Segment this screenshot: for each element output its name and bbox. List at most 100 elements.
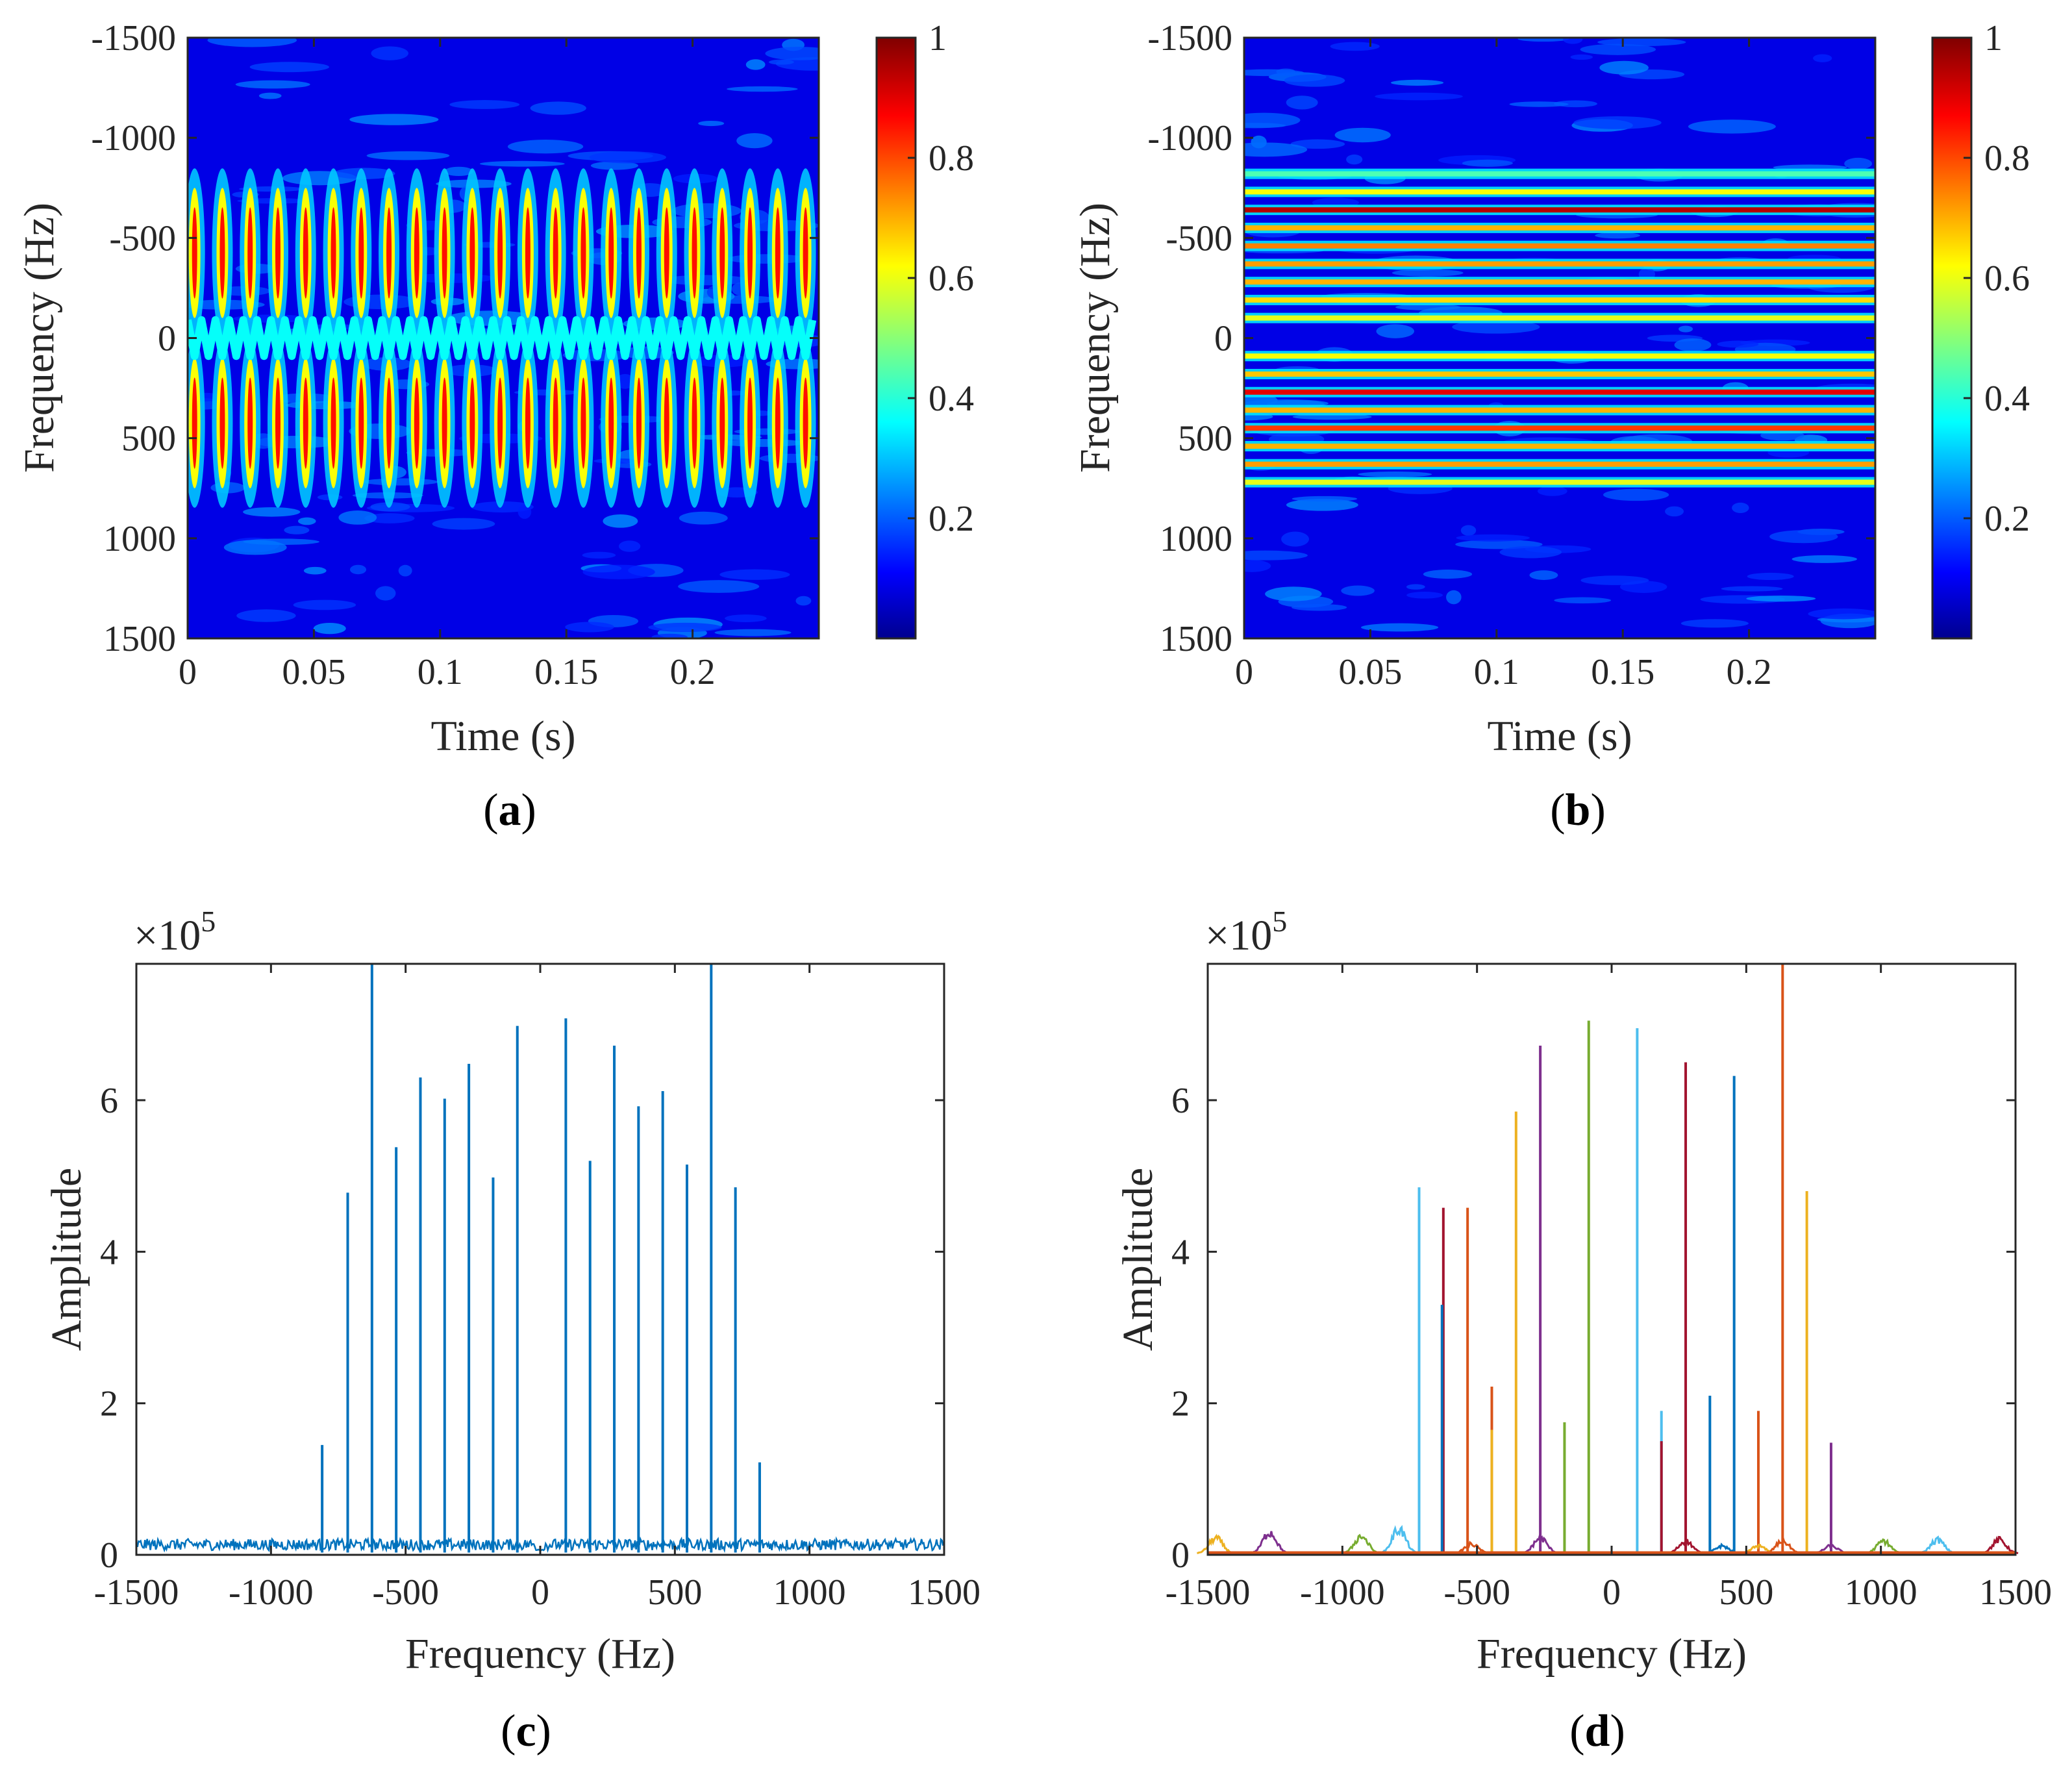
spectrum-hump: [1918, 1535, 1957, 1554]
x-tick-label: 0: [179, 652, 197, 692]
heatmap-stripe-core: [497, 377, 503, 469]
heatmap-noise-blob: [1244, 69, 1304, 77]
heatmap-stripe-core: [692, 207, 697, 299]
heatmap-noise-blob: [1341, 585, 1375, 596]
heatmap-noise-blob: [651, 633, 688, 638]
heatmap-noise-blob: [768, 59, 794, 65]
heatmap-noise-blob: [618, 540, 641, 552]
y-tick-labels-a: -1500 -1000 -500 0 500 1000 1500: [91, 18, 176, 659]
heatmap-noise-blob: [375, 586, 396, 601]
heatmap-noise-blob: [243, 507, 301, 517]
panel-d-spectrum: 0 2 4 6 -1500 -1000 -500 0 500 1000 1500 ×105 Fre…: [1114, 905, 2052, 1756]
heatmap-noise-blob: [603, 514, 638, 528]
heatmap-noise-blob: [1452, 320, 1540, 334]
heatmap-stripe-core: [414, 207, 419, 299]
y-tick-label: 0: [1214, 319, 1232, 359]
heatmap-stripe-core: [608, 207, 614, 299]
heatmap-noise-blob: [1573, 116, 1662, 129]
caption-b: (b): [1550, 785, 1606, 835]
heatmap-noise-blob: [714, 629, 792, 636]
x-tick-label: -1500: [94, 1572, 179, 1613]
heatmap-stripe-core: [636, 207, 642, 299]
y-tick-label: 1000: [103, 519, 176, 559]
heatmap-line: [1244, 297, 1875, 303]
heatmap-noise-blob: [1376, 324, 1414, 338]
heatmap-stripe-core: [358, 207, 364, 299]
heatmap-stripe-core: [386, 207, 392, 299]
y-tick-label: 500: [1178, 419, 1232, 459]
heatmap-noise-blob: [1580, 575, 1649, 585]
heatmap-noise-blob: [1688, 120, 1776, 134]
heatmap-stripe-core: [469, 377, 475, 469]
heatmap-stripe-core: [525, 377, 530, 469]
heatmap-noise-blob: [765, 47, 819, 60]
x-tick-label: -1000: [229, 1572, 314, 1613]
spectrum-hump: [1380, 1524, 1418, 1554]
spectrum-d-lines: [1197, 964, 2019, 1554]
heatmap-noise-blob: [249, 62, 329, 73]
y-tick-label: 1000: [1160, 519, 1232, 559]
heatmap-stripe-core: [303, 377, 308, 469]
x-tick-label: 0.05: [1338, 652, 1402, 692]
heatmap-noise-blob: [1286, 499, 1358, 511]
x-tick-label: 1000: [1845, 1572, 1917, 1613]
heatmap-noise-blob: [1290, 139, 1345, 149]
exponent-power-c: 5: [201, 905, 216, 938]
caption-d: (d): [1569, 1706, 1625, 1756]
spectrum-hump: [1342, 1533, 1380, 1554]
heatmap-noise-blob: [582, 551, 616, 559]
heatmap-line: [1244, 461, 1875, 467]
y-tick-label: 4: [100, 1232, 118, 1272]
heatmap-noise-blob: [1791, 555, 1858, 563]
heatmap-stripe-core: [219, 377, 225, 469]
heatmap-noise-blob: [236, 609, 296, 622]
heatmap-zigzag: [188, 316, 817, 360]
spectrum-hump: [1197, 1533, 1235, 1554]
heatmap-noise-blob: [223, 540, 287, 555]
heatmap-stripe-core: [553, 377, 558, 469]
y-tick-label: 0: [158, 319, 176, 359]
y-tick-label: -1500: [91, 18, 176, 58]
heatmap-stripe-core: [830, 377, 836, 468]
heatmap-noise-blob: [444, 166, 473, 177]
heatmap-noise-blob: [1679, 325, 1693, 333]
x-tick-label: 0: [531, 1572, 549, 1613]
y-tick-label: 2: [1171, 1384, 1190, 1424]
x-tick-label: 0.2: [1727, 652, 1772, 692]
colorbar-b: [1931, 36, 1973, 640]
x-tick-label: -1000: [1300, 1572, 1385, 1613]
heatmap-noise-blob: [590, 161, 638, 170]
heatmap-stripe-core: [803, 207, 808, 299]
heatmap-noise-blob: [1390, 79, 1444, 86]
spectrogram-b-image: [1244, 38, 1875, 638]
heatmap-noise-blob: [1554, 597, 1612, 604]
colorbar-tick-label: 1: [929, 18, 947, 58]
heatmap-line: [1244, 279, 1875, 285]
heatmap-noise-blob: [565, 622, 614, 633]
spectrum-hump: [1864, 1538, 1903, 1554]
heatmap-stripe: [827, 188, 839, 318]
y-axis-exponent-d: ×105: [1205, 905, 1287, 959]
plot-frame-d: [1206, 963, 2017, 1556]
y-tick-label: -500: [109, 218, 176, 258]
colorbar-ticks-a: 0.2 0.4 0.6 0.8 1: [908, 18, 974, 539]
y-tick-label: 1500: [103, 619, 176, 659]
heatmap-noise-blob: [1747, 572, 1794, 580]
heatmap-noise-blob: [648, 622, 722, 632]
heatmap-stripe-core: [580, 207, 586, 299]
heatmap-noise-blob: [1570, 54, 1593, 60]
x-tick-label: 500: [1719, 1572, 1773, 1613]
heatmap-stripe-core: [219, 207, 225, 299]
heatmap-line: [1244, 353, 1875, 359]
colorbar-a: [875, 36, 917, 640]
y-tick-labels-c: 0 2 4 6: [100, 1081, 118, 1576]
heatmap-noise-blob: [1292, 603, 1347, 611]
x-tick-label: 1000: [773, 1572, 846, 1613]
heatmap-stripe-core: [608, 377, 614, 469]
heatmap-stripe-glow: [823, 338, 843, 507]
heatmap-noise-blob: [679, 511, 728, 525]
caption-d-letter: d: [1585, 1706, 1610, 1756]
axis-ticks-a: [186, 36, 819, 640]
